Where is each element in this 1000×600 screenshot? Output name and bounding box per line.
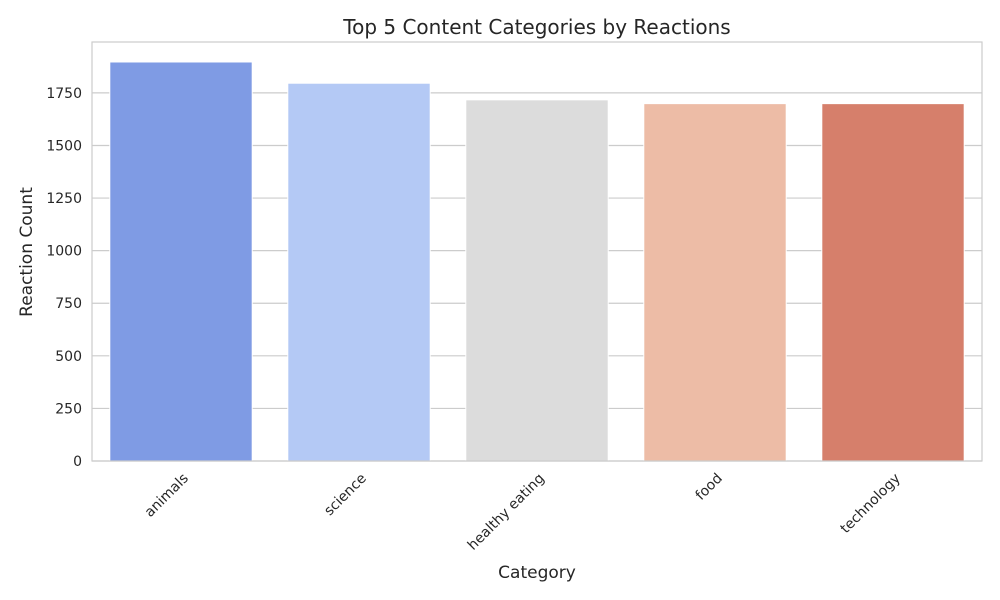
y-tick-label: 1500 bbox=[46, 138, 82, 154]
x-tick-label: food bbox=[693, 471, 726, 504]
x-tick-label: science bbox=[321, 471, 370, 520]
bar-technology bbox=[821, 103, 965, 462]
bar-food bbox=[643, 103, 787, 462]
bar-healthy-eating bbox=[465, 99, 609, 462]
bars bbox=[109, 61, 965, 462]
x-tick-label: animals bbox=[142, 471, 192, 521]
bar-animals bbox=[109, 61, 253, 462]
y-tick-label: 500 bbox=[55, 349, 82, 365]
bar-science bbox=[287, 82, 431, 462]
y-tick-label: 750 bbox=[55, 296, 82, 312]
y-tick-labels: 0 250 500 750 1000 1250 1500 1750 bbox=[46, 86, 82, 470]
x-tick-labels: animals science healthy eating food technolo… bbox=[142, 471, 904, 554]
plot-frame bbox=[91, 41, 983, 462]
x-tick-label: technology bbox=[838, 471, 904, 537]
y-tick-label: 250 bbox=[55, 401, 82, 417]
y-tick-label: 1250 bbox=[46, 191, 82, 207]
chart-title: Top 5 Content Categories by Reactions bbox=[342, 15, 730, 39]
y-axis-label: Reaction Count bbox=[17, 187, 37, 317]
y-tick-label: 1000 bbox=[46, 244, 82, 260]
x-tick-label: healthy eating bbox=[465, 471, 548, 554]
x-axis-label: Category bbox=[498, 563, 576, 583]
y-tick-label: 1750 bbox=[46, 86, 82, 102]
y-tick-label: 0 bbox=[73, 454, 82, 470]
